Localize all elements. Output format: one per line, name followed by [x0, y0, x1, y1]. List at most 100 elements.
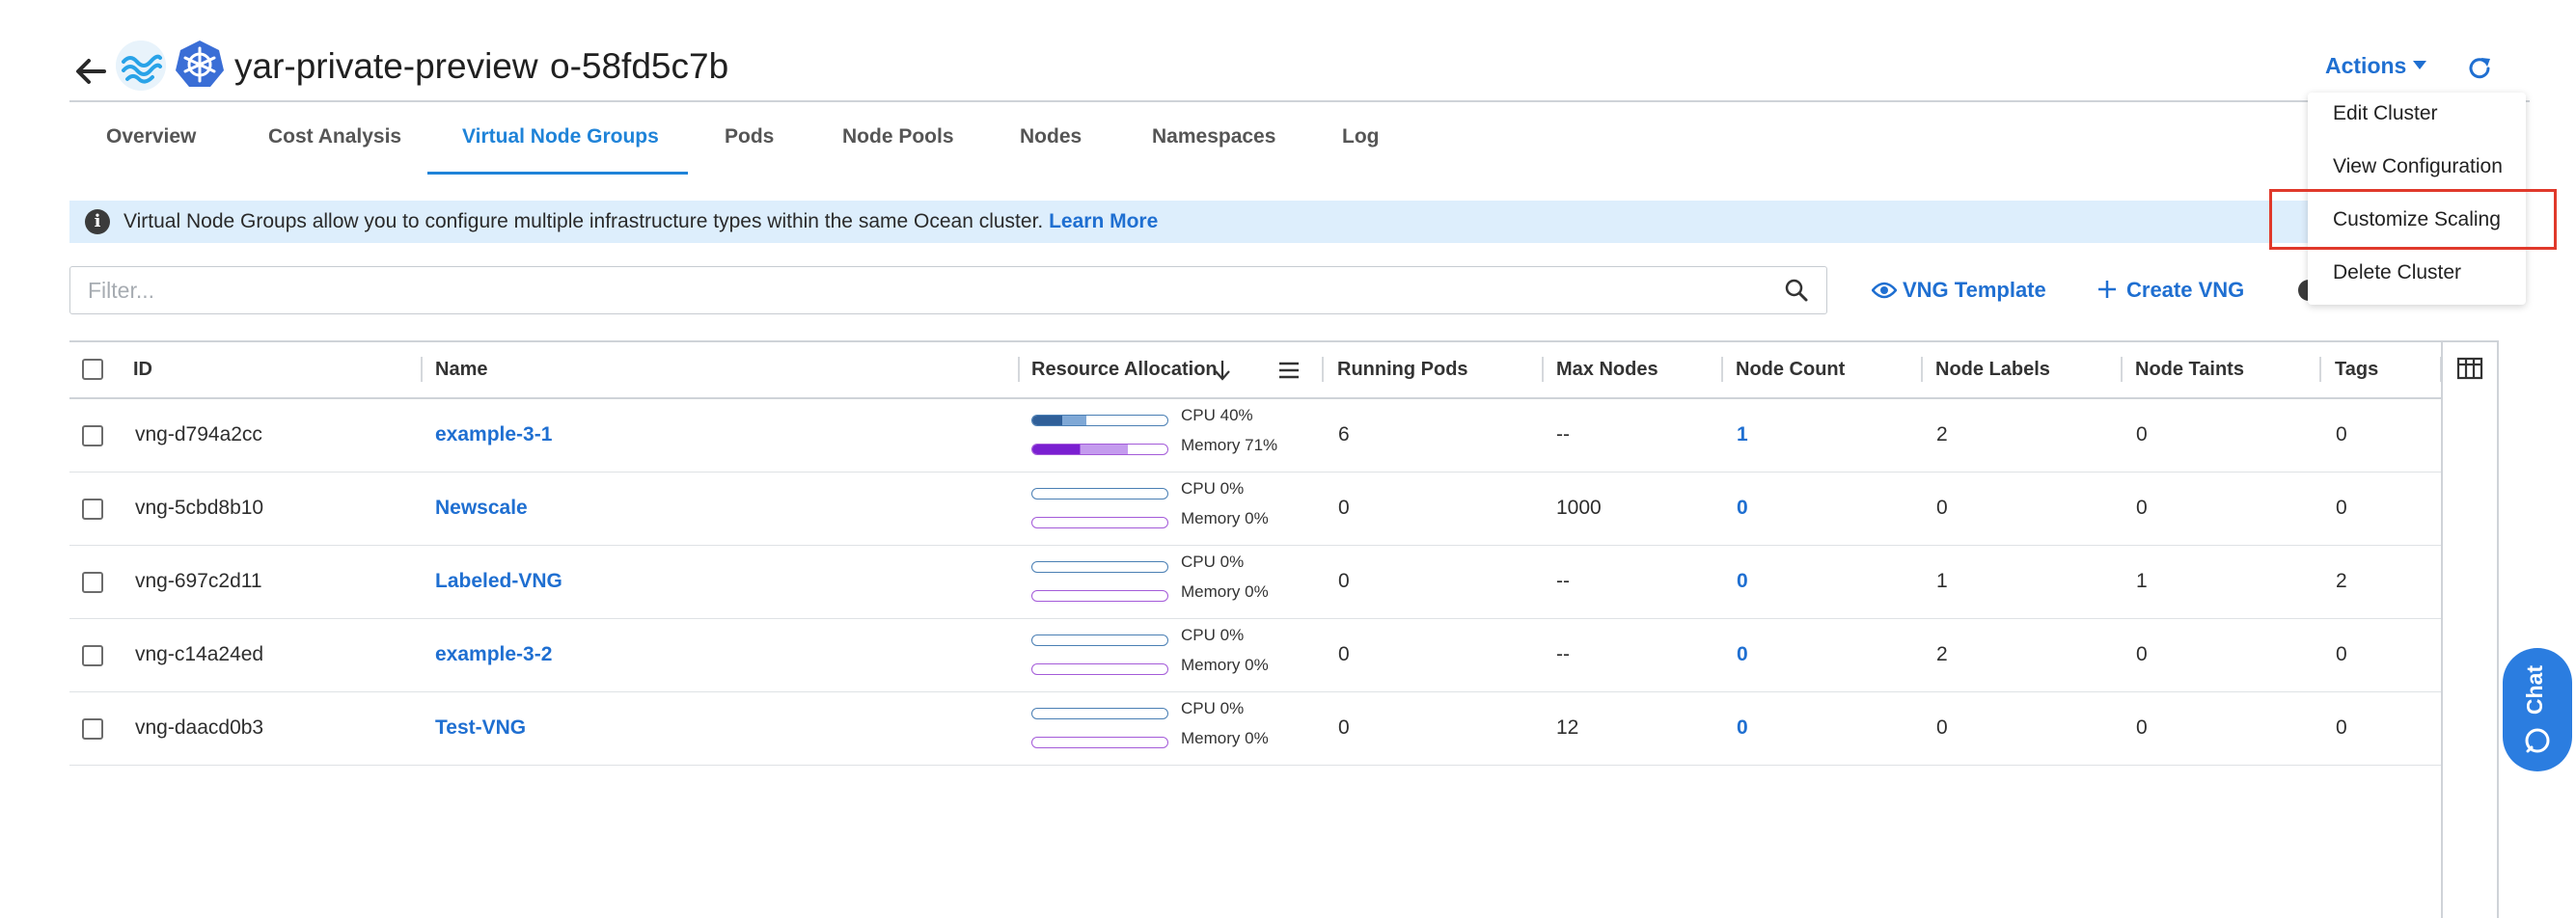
caret-down-icon[interactable] — [2413, 61, 2426, 69]
row-checkbox[interactable] — [82, 499, 103, 520]
cpu-usage-label: CPU 0% — [1181, 553, 1245, 571]
row-checkbox[interactable] — [82, 425, 103, 446]
cluster-id: o-58fd5c7b — [550, 46, 729, 86]
row-max-nodes: -- — [1556, 570, 1570, 592]
highlight-box — [2269, 189, 2557, 250]
tab-node-pools[interactable]: Node Pools — [842, 125, 954, 148]
row-running-pods: 6 — [1338, 423, 1350, 446]
column-header-node-labels[interactable]: Node Labels — [1935, 359, 2050, 380]
row-divider — [69, 545, 2441, 546]
row-name-link[interactable]: Newscale — [435, 497, 528, 519]
tab-cost-analysis[interactable]: Cost Analysis — [268, 125, 402, 148]
sort-desc-icon[interactable] — [1213, 359, 1232, 382]
column-separator — [2121, 357, 2123, 382]
row-node-labels: 0 — [1936, 716, 1948, 739]
menu-item-edit-cluster[interactable]: Edit Cluster — [2333, 102, 2438, 124]
memory-usage-label: Memory 0% — [1181, 656, 1269, 674]
column-separator — [1018, 357, 1020, 382]
row-node-count[interactable]: 1 — [1737, 423, 1748, 446]
row-checkbox[interactable] — [82, 718, 103, 740]
row-node-taints: 0 — [2136, 423, 2148, 446]
search-icon[interactable] — [1784, 278, 1809, 303]
column-header-node-count[interactable]: Node Count — [1736, 359, 1846, 380]
plus-icon — [2098, 281, 2116, 298]
row-running-pods: 0 — [1338, 570, 1350, 592]
row-divider — [69, 765, 2441, 766]
cpu-usage-label: CPU 0% — [1181, 626, 1245, 644]
select-all-checkbox[interactable] — [82, 359, 103, 380]
row-max-nodes: -- — [1556, 643, 1570, 665]
row-name-link[interactable]: example-3-2 — [435, 643, 553, 665]
row-max-nodes: 1000 — [1556, 497, 1602, 519]
row-node-count[interactable]: 0 — [1737, 716, 1748, 739]
row-node-count[interactable]: 0 — [1737, 570, 1748, 592]
tab-overview[interactable]: Overview — [106, 125, 197, 148]
column-header-id[interactable]: ID — [133, 359, 152, 380]
chat-bubble-icon — [2525, 728, 2550, 753]
tab-virtual-node-groups[interactable]: Virtual Node Groups — [462, 125, 659, 148]
row-tags: 0 — [2336, 423, 2347, 446]
chat-label: Chat — [2522, 664, 2548, 716]
row-node-count[interactable]: 0 — [1737, 643, 1748, 665]
vng-template-label: VNG Template — [1903, 278, 2046, 302]
row-node-labels: 0 — [1936, 497, 1948, 519]
cpu-usage-label: CPU 40% — [1181, 406, 1253, 424]
row-running-pods: 0 — [1338, 716, 1350, 739]
menu-item-delete-cluster[interactable]: Delete Cluster — [2333, 261, 2462, 284]
cpu-usage-bar — [1031, 634, 1168, 646]
row-divider — [69, 691, 2441, 692]
header-divider — [69, 100, 2530, 102]
row-node-taints: 0 — [2136, 643, 2148, 665]
cpu-usage-label: CPU 0% — [1181, 699, 1245, 717]
columns-settings-icon[interactable] — [2456, 356, 2483, 381]
row-running-pods: 0 — [1338, 497, 1350, 519]
actions-button[interactable]: Actions — [2325, 53, 2407, 78]
tab-log[interactable]: Log — [1342, 125, 1380, 148]
cpu-usage-label: CPU 0% — [1181, 479, 1245, 498]
cluster-name: yar-private-preview — [234, 46, 538, 86]
row-name-link[interactable]: example-3-1 — [435, 423, 553, 446]
row-id: vng-5cbd8b10 — [135, 497, 264, 519]
row-node-count[interactable]: 0 — [1737, 497, 1748, 519]
menu-item-view-configuration[interactable]: View Configuration — [2333, 155, 2503, 177]
back-arrow-icon[interactable] — [69, 50, 112, 93]
row-name-link[interactable]: Labeled-VNG — [435, 570, 562, 592]
row-tags: 0 — [2336, 497, 2347, 519]
column-menu-icon[interactable] — [1277, 361, 1301, 380]
memory-usage-bar — [1031, 444, 1168, 455]
cpu-usage-bar — [1031, 561, 1168, 573]
column-separator — [2319, 357, 2321, 382]
row-checkbox[interactable] — [82, 572, 103, 593]
create-vng-button[interactable]: Create VNG — [2097, 278, 2244, 303]
row-checkbox[interactable] — [82, 645, 103, 666]
row-name-link[interactable]: Test-VNG — [435, 716, 527, 739]
row-running-pods: 0 — [1338, 643, 1350, 665]
tab-nodes[interactable]: Nodes — [1020, 125, 1082, 148]
column-header-max-nodes[interactable]: Max Nodes — [1556, 359, 1658, 380]
kubernetes-logo-icon — [176, 40, 224, 87]
column-header-running-pods[interactable]: Running Pods — [1337, 359, 1468, 380]
tab-pods[interactable]: Pods — [725, 125, 775, 148]
menu-item-customize-scaling[interactable]: Customize Scaling — [2333, 208, 2501, 230]
row-tags: 2 — [2336, 570, 2347, 592]
column-header-resource-allocation[interactable]: Resource Allocation — [1031, 359, 1218, 380]
refresh-icon[interactable] — [2466, 55, 2493, 82]
memory-usage-bar — [1031, 737, 1168, 748]
learn-more-link[interactable]: Learn More — [1049, 210, 1159, 232]
column-header-tags[interactable]: Tags — [2335, 359, 2379, 380]
active-tab-indicator — [427, 172, 688, 175]
memory-usage-bar — [1031, 590, 1168, 602]
create-vng-label: Create VNG — [2126, 278, 2245, 302]
tab-namespaces[interactable]: Namespaces — [1152, 125, 1276, 148]
column-separator — [1322, 357, 1324, 382]
column-header-node-taints[interactable]: Node Taints — [2135, 359, 2244, 380]
row-node-taints: 0 — [2136, 497, 2148, 519]
column-separator — [1721, 357, 1723, 382]
row-node-labels: 2 — [1936, 643, 1948, 665]
chat-button[interactable]: Chat — [2503, 648, 2572, 771]
vng-template-button[interactable]: VNG Template — [1871, 278, 2046, 303]
row-max-nodes: 12 — [1556, 716, 1579, 739]
panel-divider — [2497, 342, 2499, 918]
filter-input[interactable] — [86, 267, 1749, 313]
column-header-name[interactable]: Name — [435, 359, 488, 380]
